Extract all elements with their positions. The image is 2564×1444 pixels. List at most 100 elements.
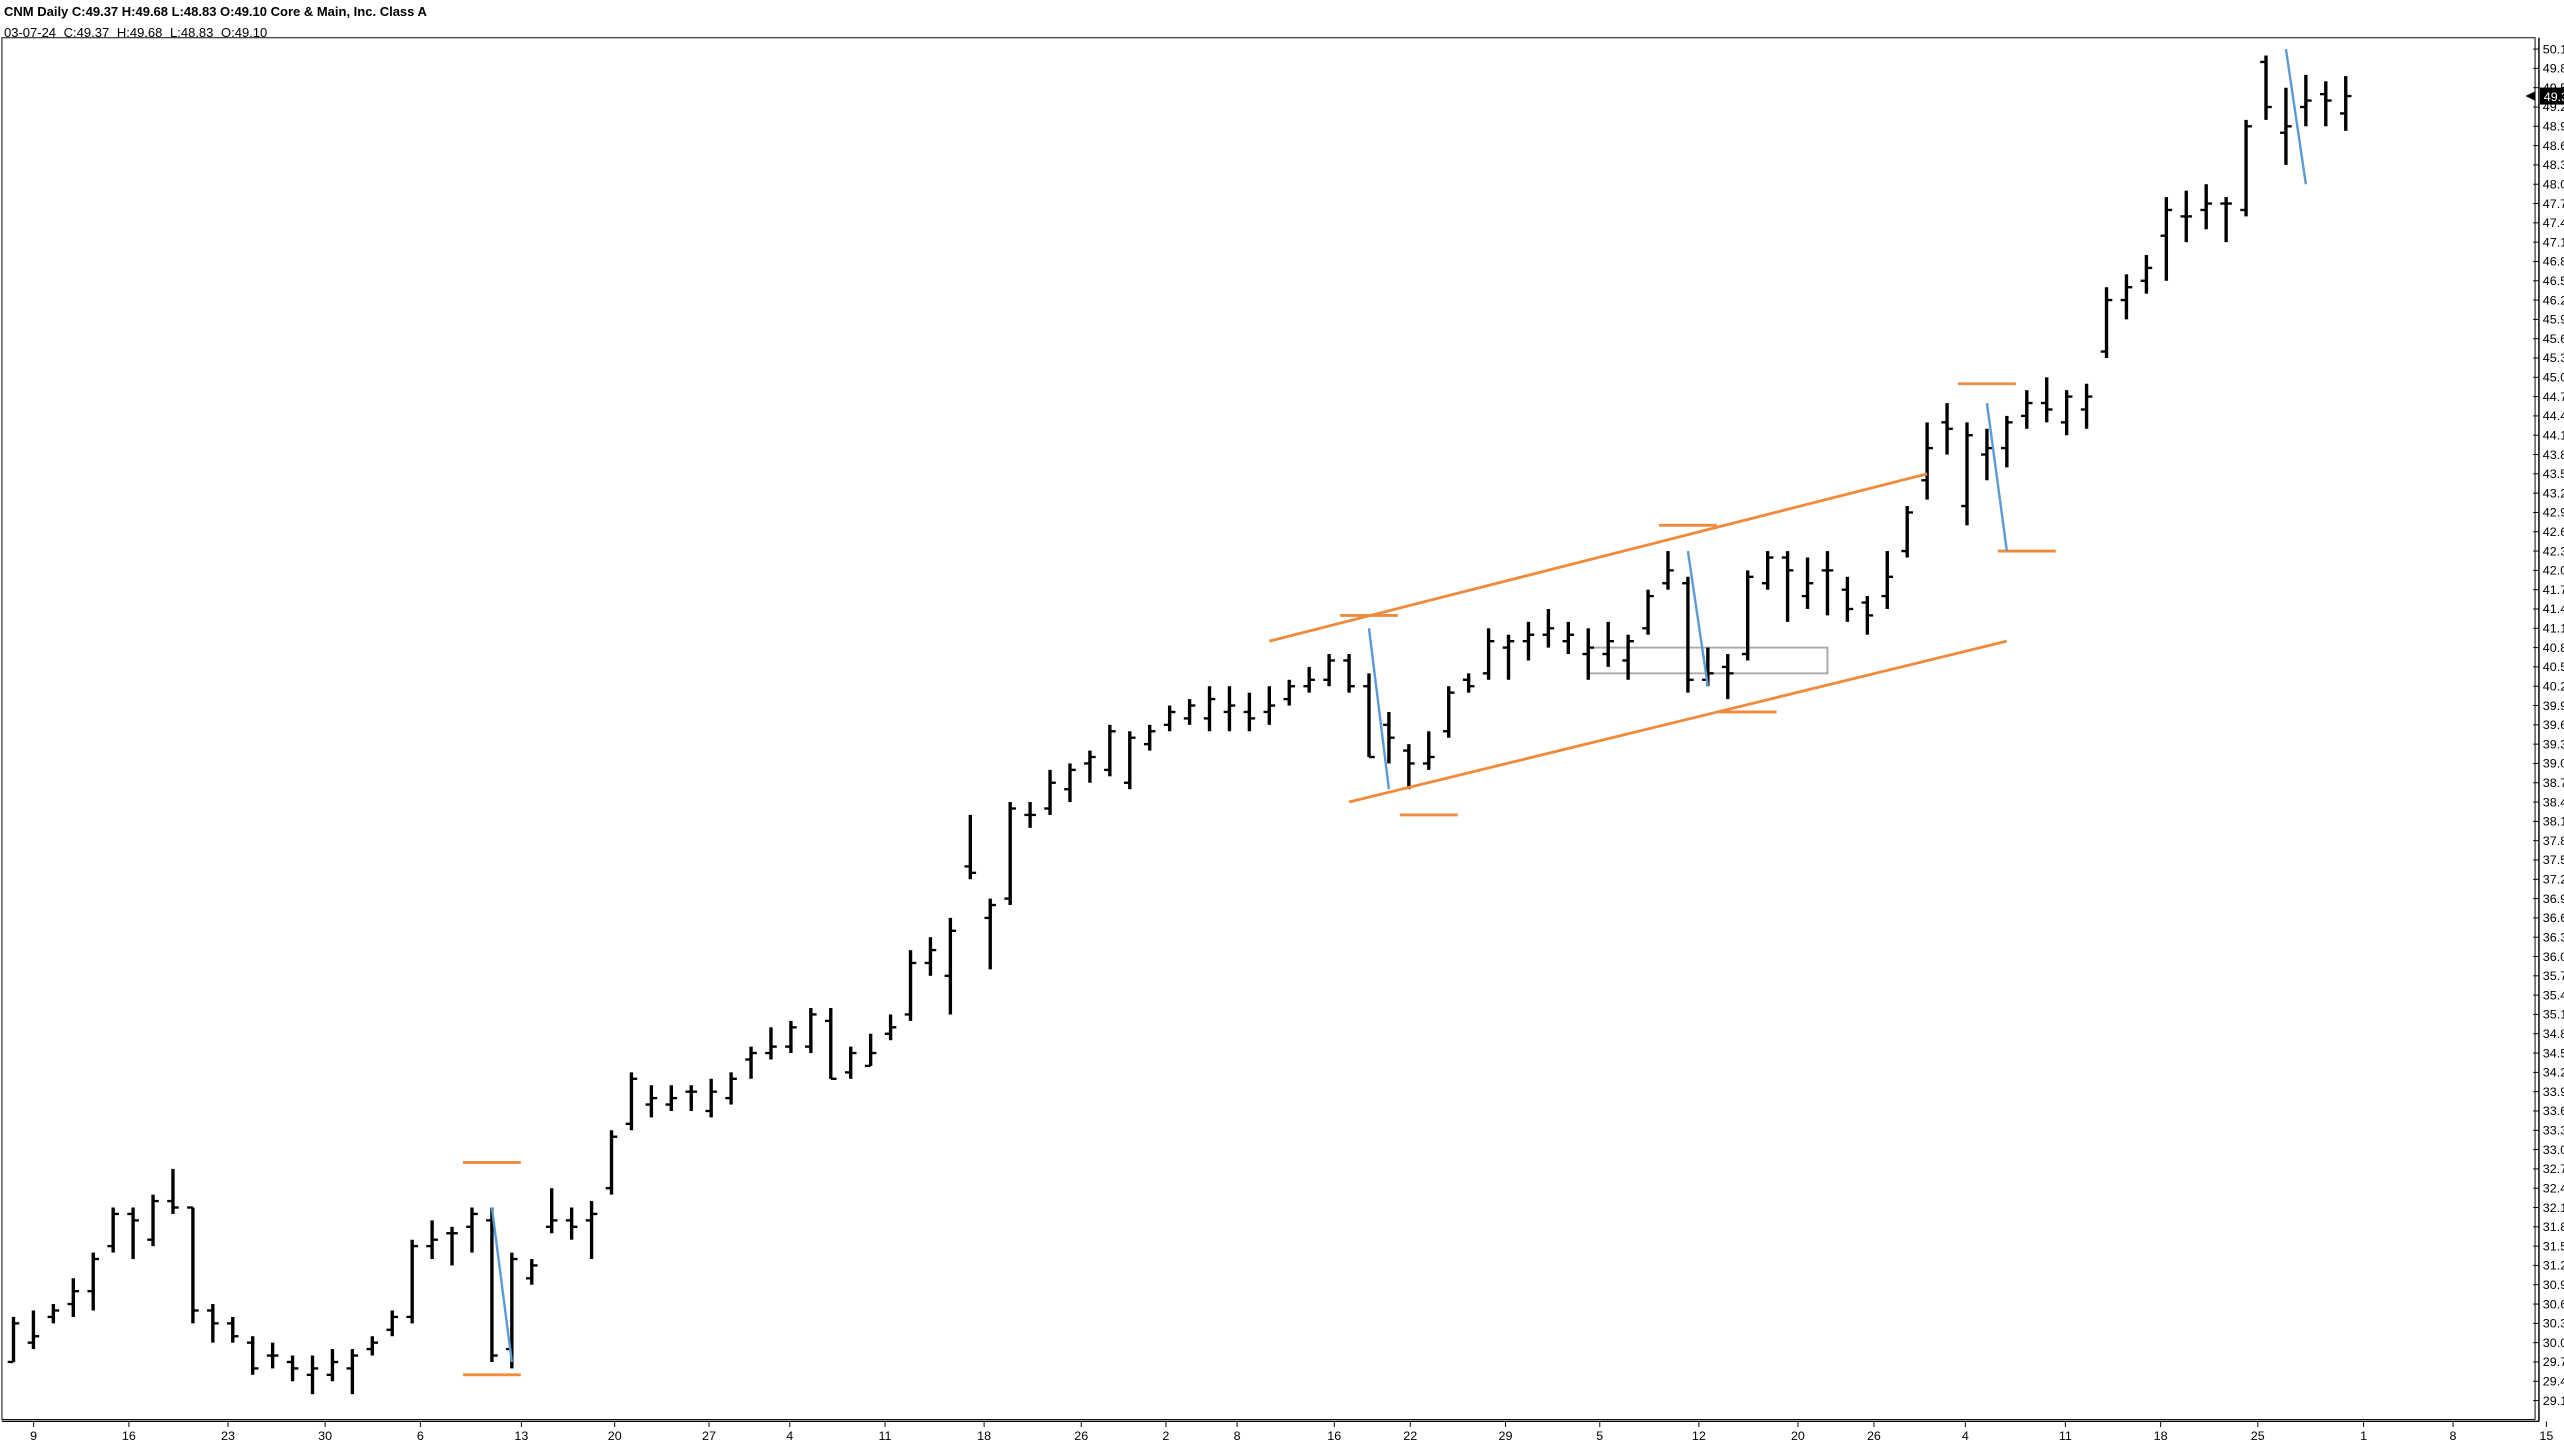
ohlc-bar — [1363, 673, 1375, 759]
price-tick-label: 33.60 — [2543, 1104, 2564, 1118]
ohlc-bar — [1941, 403, 1953, 455]
price-tick-label: 46.20 — [2543, 293, 2564, 307]
price-tick-label: 37.50 — [2543, 853, 2564, 867]
price-tick-label: 48.30 — [2543, 158, 2564, 172]
price-tick-label: 37.80 — [2543, 834, 2564, 848]
price-tick-label: 31.20 — [2543, 1259, 2564, 1273]
ohlc-bar — [2060, 390, 2073, 436]
date-tick-label: 22 — [1403, 1429, 1417, 1443]
price-tick-label: 34.80 — [2543, 1027, 2564, 1041]
price-tick-label: 49.80 — [2543, 62, 2564, 76]
ohlc-bar — [486, 1207, 498, 1362]
price-tick-label: 43.20 — [2543, 487, 2564, 501]
ohlc-bar — [1482, 628, 1495, 680]
ohlc-bar — [2260, 55, 2272, 120]
ohlc-bar — [1403, 744, 1415, 790]
ohlc-bar — [904, 950, 917, 1021]
ohlc-bar — [2220, 197, 2232, 243]
ohlc-bar — [964, 814, 977, 880]
ohlc-bar — [1562, 621, 1575, 655]
ohlc-bar — [1303, 666, 1315, 693]
ohlc-bar — [346, 1349, 359, 1395]
ohlc-bar — [685, 1085, 698, 1111]
price-tick-label: 45.00 — [2543, 371, 2564, 385]
ohlc-bar — [1522, 621, 1535, 661]
price-tick-label: 30.90 — [2543, 1278, 2564, 1292]
last-price-label: 49.37 — [2544, 90, 2564, 104]
ohlc-bar — [207, 1304, 219, 1343]
ohlc-bar — [1622, 634, 1634, 680]
ohlc-bar — [406, 1239, 418, 1324]
price-tick-label: 29.40 — [2543, 1375, 2564, 1389]
price-tick-label: 31.80 — [2543, 1220, 2564, 1234]
ohlc-bar — [1662, 551, 1674, 590]
trendline — [1348, 639, 2008, 804]
ohlc-bar — [645, 1085, 658, 1118]
price-tick-label: 30.30 — [2543, 1317, 2564, 1331]
ohlc-bar — [1383, 711, 1395, 764]
date-tick-label: 26 — [1074, 1429, 1088, 1443]
plot-area-border — [1, 37, 2536, 1420]
date-tick-label: 9 — [30, 1429, 37, 1443]
ohlc-bar — [1423, 731, 1435, 770]
ohlc-bar — [1861, 596, 1874, 635]
ohlc-bar — [1722, 654, 1734, 700]
date-tick-label: 25 — [2251, 1429, 2265, 1443]
price-tick-label: 38.40 — [2543, 795, 2564, 809]
price-tick-label: 48.00 — [2543, 178, 2564, 192]
ohlc-bar — [326, 1349, 339, 1382]
date-tick-label: 16 — [122, 1429, 136, 1443]
ohlc-bar — [864, 1033, 877, 1068]
date-tick-label: 23 — [221, 1429, 235, 1443]
price-tick-label: 39.30 — [2543, 738, 2564, 752]
price-tick-label: 38.70 — [2543, 776, 2564, 790]
ohlc-bar — [2080, 383, 2093, 429]
price-tick-label: 48.60 — [2543, 139, 2564, 153]
price-tick-label: 36.00 — [2543, 950, 2564, 964]
price-tick-label: 42.60 — [2543, 525, 2564, 539]
price-tick-label: 45.30 — [2543, 351, 2564, 365]
price-tick-label: 43.80 — [2543, 448, 2564, 462]
date-tick-label: 8 — [1234, 1429, 1241, 1443]
ohlc-bar — [1582, 628, 1595, 680]
wick-annotation — [2284, 48, 2308, 185]
ohlc-bar — [984, 898, 997, 970]
date-tick-label: 11 — [879, 1429, 892, 1443]
ohlc-bar — [1024, 802, 1036, 828]
ohlc-bar — [1921, 422, 1933, 500]
ohlc-bar — [426, 1220, 438, 1259]
ohlc-bar — [1143, 724, 1156, 751]
ohlc-bar — [226, 1316, 239, 1343]
ohlc-bar — [1283, 679, 1296, 706]
ohlc-bar — [585, 1201, 598, 1259]
ohlc-bar — [1243, 692, 1256, 732]
price-tick-label: 42.30 — [2543, 544, 2564, 558]
price-tick-label: 30.00 — [2543, 1336, 2564, 1350]
ohlc-bar — [1004, 802, 1016, 906]
date-tick-label: 16 — [1327, 1429, 1341, 1443]
wick-annotation — [1985, 402, 2009, 552]
price-tick-label: 41.10 — [2543, 622, 2564, 636]
ohlc-bar — [2200, 184, 2212, 230]
ohlc-readout: 03-07-24 C:49.37 H:49.68 L:48.83 O:49.10 — [4, 25, 271, 41]
ohlc-bar — [2320, 81, 2332, 127]
price-tick-label: 40.50 — [2543, 660, 2564, 674]
ohlc-bar — [1323, 654, 1335, 687]
price-tick-label: 39.90 — [2543, 699, 2564, 713]
ohlc-bar — [506, 1252, 518, 1369]
date-tick-label: 13 — [514, 1429, 528, 1443]
date-tick-label: 30 — [318, 1429, 332, 1443]
ohlc-bar — [665, 1085, 678, 1111]
price-tick-label: 37.20 — [2543, 873, 2564, 887]
ohlc-bar — [1841, 576, 1854, 622]
ohlc-bar — [107, 1207, 119, 1253]
price-tick-label: 39.00 — [2543, 757, 2564, 771]
ohlc-bar — [47, 1304, 60, 1324]
ohlc-bar — [306, 1355, 319, 1395]
ohlc-bar — [785, 1020, 797, 1054]
ohlc-bar — [1104, 724, 1116, 777]
ohlc-bar — [745, 1046, 757, 1079]
ohlc-bar — [286, 1355, 299, 1382]
date-tick-label: 6 — [417, 1429, 424, 1443]
